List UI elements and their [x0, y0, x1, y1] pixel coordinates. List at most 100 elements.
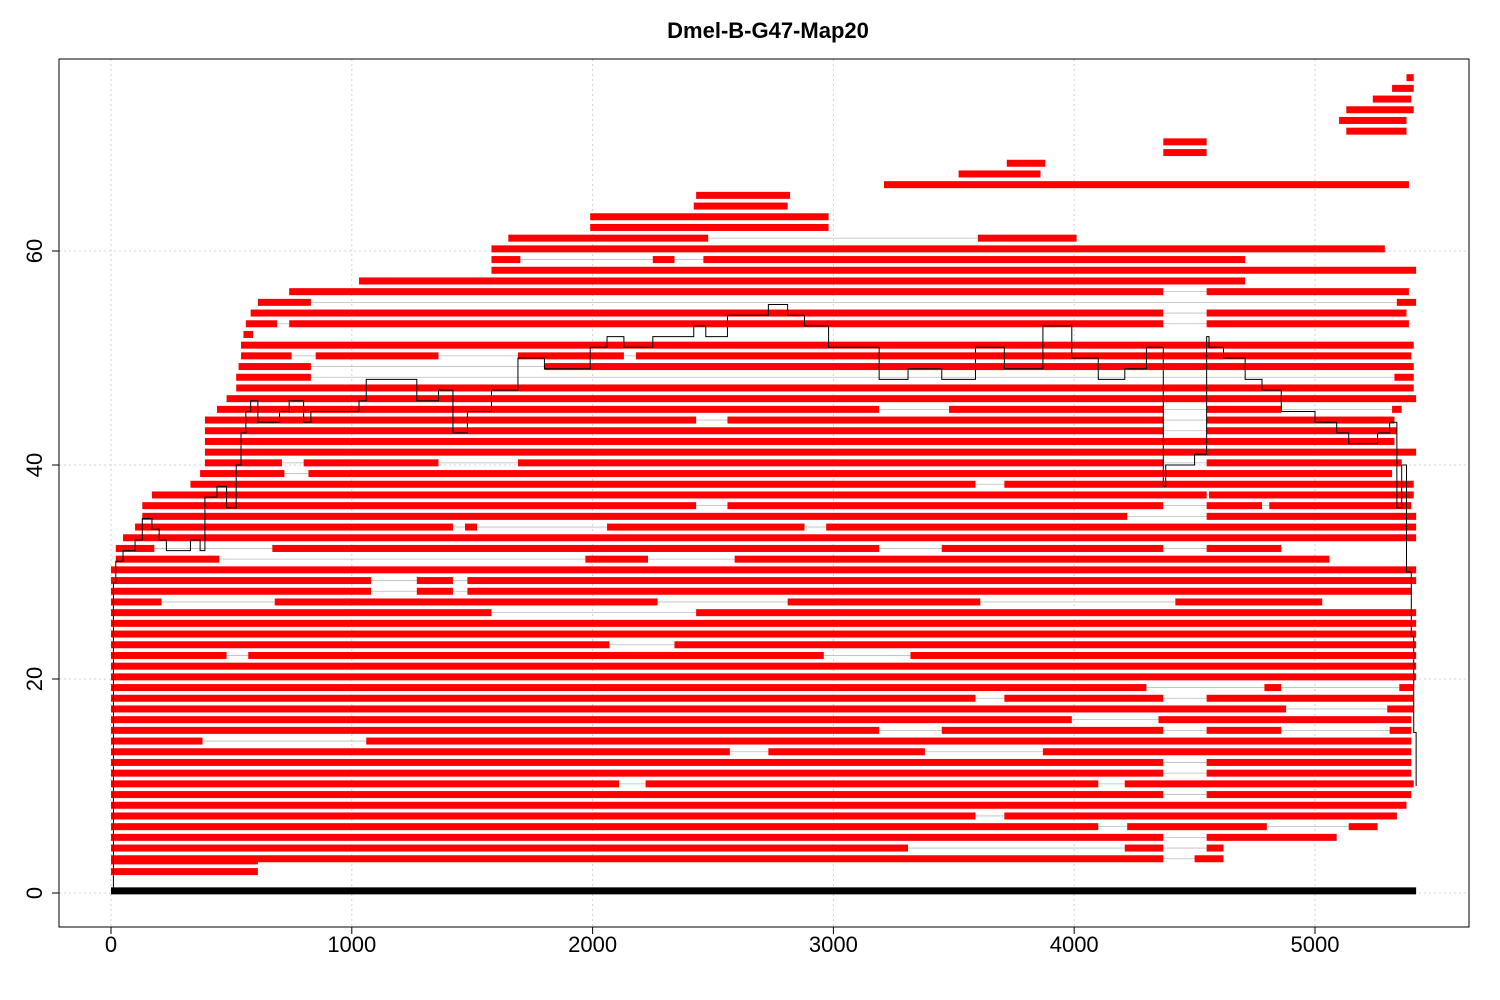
read-segment [693, 202, 788, 210]
read-segment [768, 748, 925, 756]
read-segment [977, 234, 1077, 242]
reference-baseline [111, 887, 1417, 895]
read-segment [1004, 694, 1164, 702]
read-segment [1396, 298, 1417, 306]
read-segment [1206, 758, 1412, 766]
read-segment [1124, 844, 1164, 852]
read-segment [544, 363, 1414, 371]
read-segment [111, 791, 1164, 799]
read-segment [123, 534, 1417, 542]
read-segment [1206, 844, 1224, 852]
read-segment [1389, 726, 1412, 734]
read-segment [883, 181, 1409, 189]
read-segment [416, 577, 453, 585]
read-segment [200, 470, 285, 478]
read-segment [1394, 373, 1414, 381]
read-segment [111, 673, 1417, 681]
read-segment [204, 416, 697, 424]
read-segment [111, 598, 162, 606]
read-segment [204, 448, 1417, 456]
read-segment [1206, 512, 1417, 520]
read-segment [491, 245, 1385, 253]
read-segment [111, 769, 1164, 777]
read-segment [607, 523, 805, 531]
read-segment [111, 748, 730, 756]
read-segment [517, 459, 1164, 467]
read-segment [1348, 823, 1378, 831]
x-tick-label: 0 [105, 932, 117, 957]
read-segment [1206, 544, 1282, 552]
read-segment [204, 437, 1395, 445]
read-segment [204, 459, 282, 467]
read-segment [111, 780, 620, 788]
read-segment [696, 191, 791, 199]
coverage-line [111, 304, 1417, 894]
read-segment [1346, 106, 1414, 114]
read-segment [1163, 138, 1207, 146]
read-segment [241, 341, 1414, 349]
read-segment [216, 405, 880, 413]
read-segment [1175, 598, 1323, 606]
read-segment [111, 619, 1417, 627]
read-segment [1206, 726, 1282, 734]
read-segment [245, 320, 278, 328]
read-segment [941, 726, 1164, 734]
read-segment [204, 427, 1164, 435]
read-segment [652, 256, 675, 264]
read-segment [111, 726, 880, 734]
read-segment [1392, 84, 1414, 92]
read-segment [416, 587, 453, 595]
read-segment [1124, 780, 1414, 788]
read-segment [1004, 812, 1397, 820]
read-segment [1372, 95, 1412, 103]
read-segment [289, 288, 1164, 296]
read-segment [464, 523, 478, 531]
read-segment [1264, 684, 1282, 692]
read-segment [517, 352, 624, 360]
read-segment [491, 256, 521, 264]
read-segment [1209, 491, 1414, 499]
read-segment [1206, 833, 1337, 841]
read-segment [111, 812, 976, 820]
read-segment [151, 491, 1207, 499]
read-segment [272, 544, 880, 552]
read-segment [1206, 416, 1395, 424]
read-segment [787, 598, 981, 606]
read-segment [958, 170, 1041, 178]
read-segment [238, 363, 311, 371]
read-segment [635, 352, 1412, 360]
read-segment [826, 523, 1417, 531]
read-segment [1206, 309, 1407, 317]
x-tick-label: 5000 [1291, 932, 1340, 957]
x-tick-label: 3000 [809, 932, 858, 957]
read-segment [727, 502, 1164, 510]
read-segments [111, 74, 1417, 876]
y-tick-label: 20 [22, 667, 47, 691]
read-segment [111, 758, 1164, 766]
read-segment [111, 577, 372, 585]
y-tick-label: 0 [22, 887, 47, 899]
read-segment [111, 684, 1147, 692]
read-segment [289, 320, 1164, 328]
read-segment [111, 833, 1164, 841]
read-segment [1158, 716, 1412, 724]
read-segment [111, 823, 1099, 831]
read-segment [111, 737, 203, 745]
read-segment [111, 705, 1287, 713]
read-segment [236, 373, 311, 381]
read-segment [1006, 159, 1046, 167]
read-segment [1206, 459, 1402, 467]
read-segment [359, 277, 1246, 285]
read-segment [366, 737, 1412, 745]
read-segment [142, 502, 697, 510]
read-segment [111, 855, 1164, 863]
read-segment [111, 566, 1417, 574]
read-segment [467, 587, 1412, 595]
read-segment [910, 651, 1417, 659]
read-segment [111, 868, 258, 876]
y-tick-label: 60 [22, 239, 47, 263]
read-segment [1206, 405, 1282, 413]
read-segment [111, 630, 1417, 638]
read-segment [1004, 480, 1414, 488]
